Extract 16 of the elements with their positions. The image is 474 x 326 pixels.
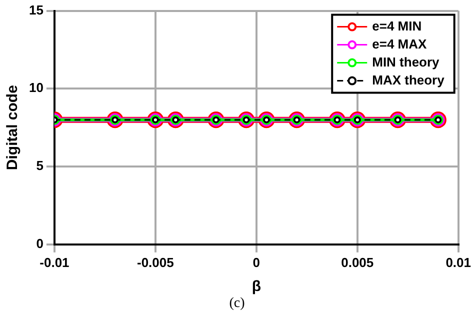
- y-tick-label: 0: [36, 236, 44, 251]
- y-tick-label: 5: [36, 158, 44, 174]
- legend-label: e=4 MIN: [372, 18, 422, 34]
- y-tick-label: 10: [28, 80, 44, 96]
- y-tick-label: 15: [28, 2, 44, 18]
- x-axis-title: β: [252, 278, 261, 296]
- legend-label: e=4 MAX: [372, 36, 427, 52]
- x-tick-label: 0.005: [341, 254, 374, 270]
- legend-label: MIN theory: [372, 54, 440, 70]
- x-tick-label: -0.01: [40, 254, 70, 270]
- x-tick-label: 0.01: [446, 254, 472, 270]
- text: (c): [228, 296, 246, 312]
- x-tick-label: 0: [252, 254, 260, 270]
- y-axis-title: Digital code: [4, 85, 22, 170]
- x-tick-label: -0.005: [136, 254, 174, 270]
- legend-label: MAX theory: [372, 72, 446, 88]
